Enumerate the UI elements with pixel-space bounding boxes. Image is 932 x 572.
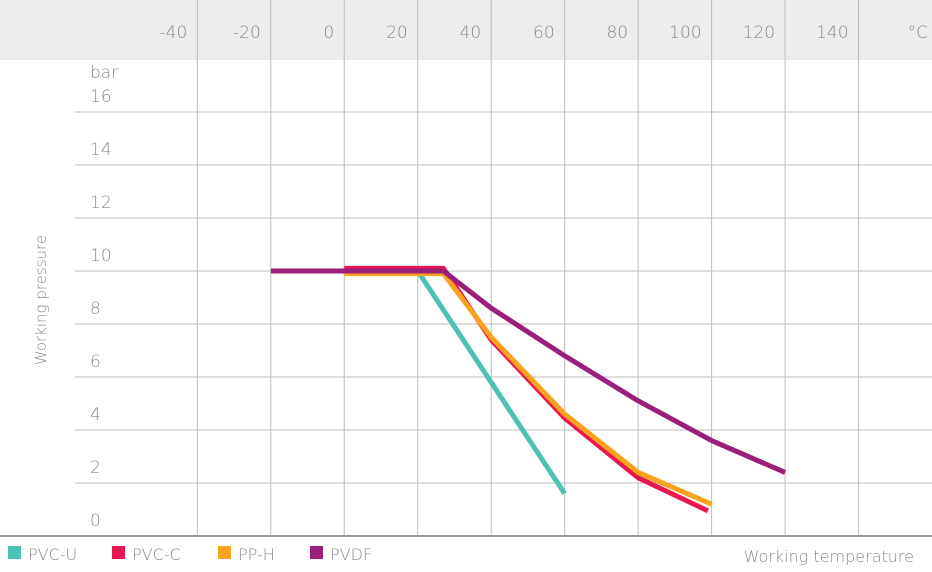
x-tick-label: 80	[606, 23, 628, 43]
x-tick-label: -20	[233, 23, 261, 43]
y-unit: bar	[90, 63, 118, 83]
x-tick-label: 140	[816, 23, 848, 43]
y-tick-label: 10	[90, 246, 112, 266]
x-tick-label: 0	[323, 23, 334, 43]
y-tick-label: 16	[90, 87, 112, 107]
legend-swatch	[112, 546, 125, 559]
legend-swatch	[218, 546, 231, 559]
x-tick-label: -40	[160, 23, 188, 43]
x-tick-label: 60	[533, 23, 555, 43]
legend-swatch	[8, 546, 21, 559]
series-line	[344, 265, 709, 514]
legend-label: PVC-C	[132, 545, 181, 564]
legend-label: PVC-U	[28, 545, 77, 564]
y-tick-label: 12	[90, 193, 112, 213]
x-tick-label: 100	[669, 23, 701, 43]
x-tick-label: 120	[743, 23, 775, 43]
x-tick-label: 20	[386, 23, 408, 43]
y-tick-label: 4	[90, 405, 101, 425]
legend-label: PP-H	[238, 545, 275, 564]
x-unit: °C	[908, 23, 928, 43]
x-axis-label: Working temperature	[744, 547, 914, 566]
legend-label: PVDF	[330, 545, 372, 564]
series-line	[270, 268, 787, 475]
y-tick-label: 0	[90, 511, 101, 531]
x-tick-label: 40	[460, 23, 482, 43]
y-tick-label: 8	[90, 299, 101, 319]
y-tick-label: 14	[90, 140, 112, 160]
y-tick-label: 2	[90, 458, 101, 478]
series-line	[344, 271, 713, 507]
header-band	[0, 0, 932, 60]
y-axis-label: Working pressure	[32, 235, 50, 365]
y-tick-label: 6	[90, 352, 101, 372]
legend-swatch	[310, 546, 323, 559]
